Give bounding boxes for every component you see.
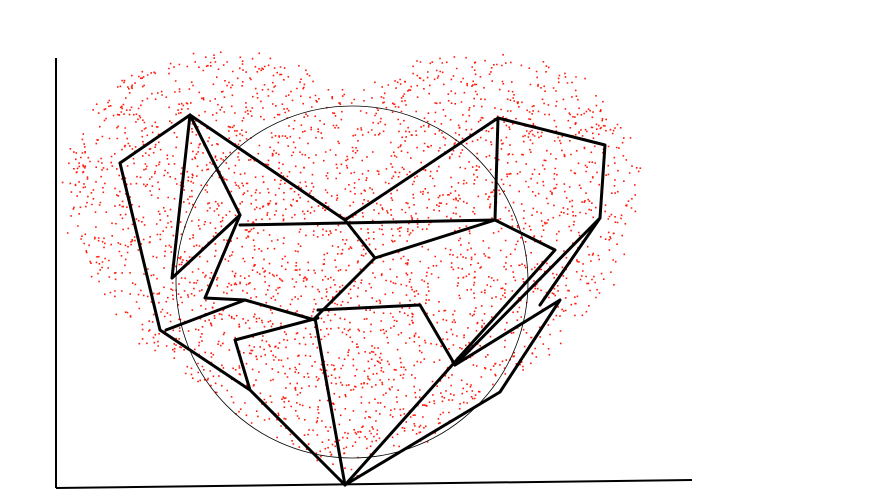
edge [538, 216, 602, 307]
edge [164, 298, 247, 332]
edge [203, 213, 317, 322]
edge [118, 161, 347, 487]
x-axis [55, 479, 693, 489]
edges [118, 113, 607, 487]
edge [343, 218, 377, 260]
edge [188, 113, 607, 367]
edge [233, 316, 320, 392]
edge [316, 298, 562, 487]
edge [343, 116, 557, 487]
